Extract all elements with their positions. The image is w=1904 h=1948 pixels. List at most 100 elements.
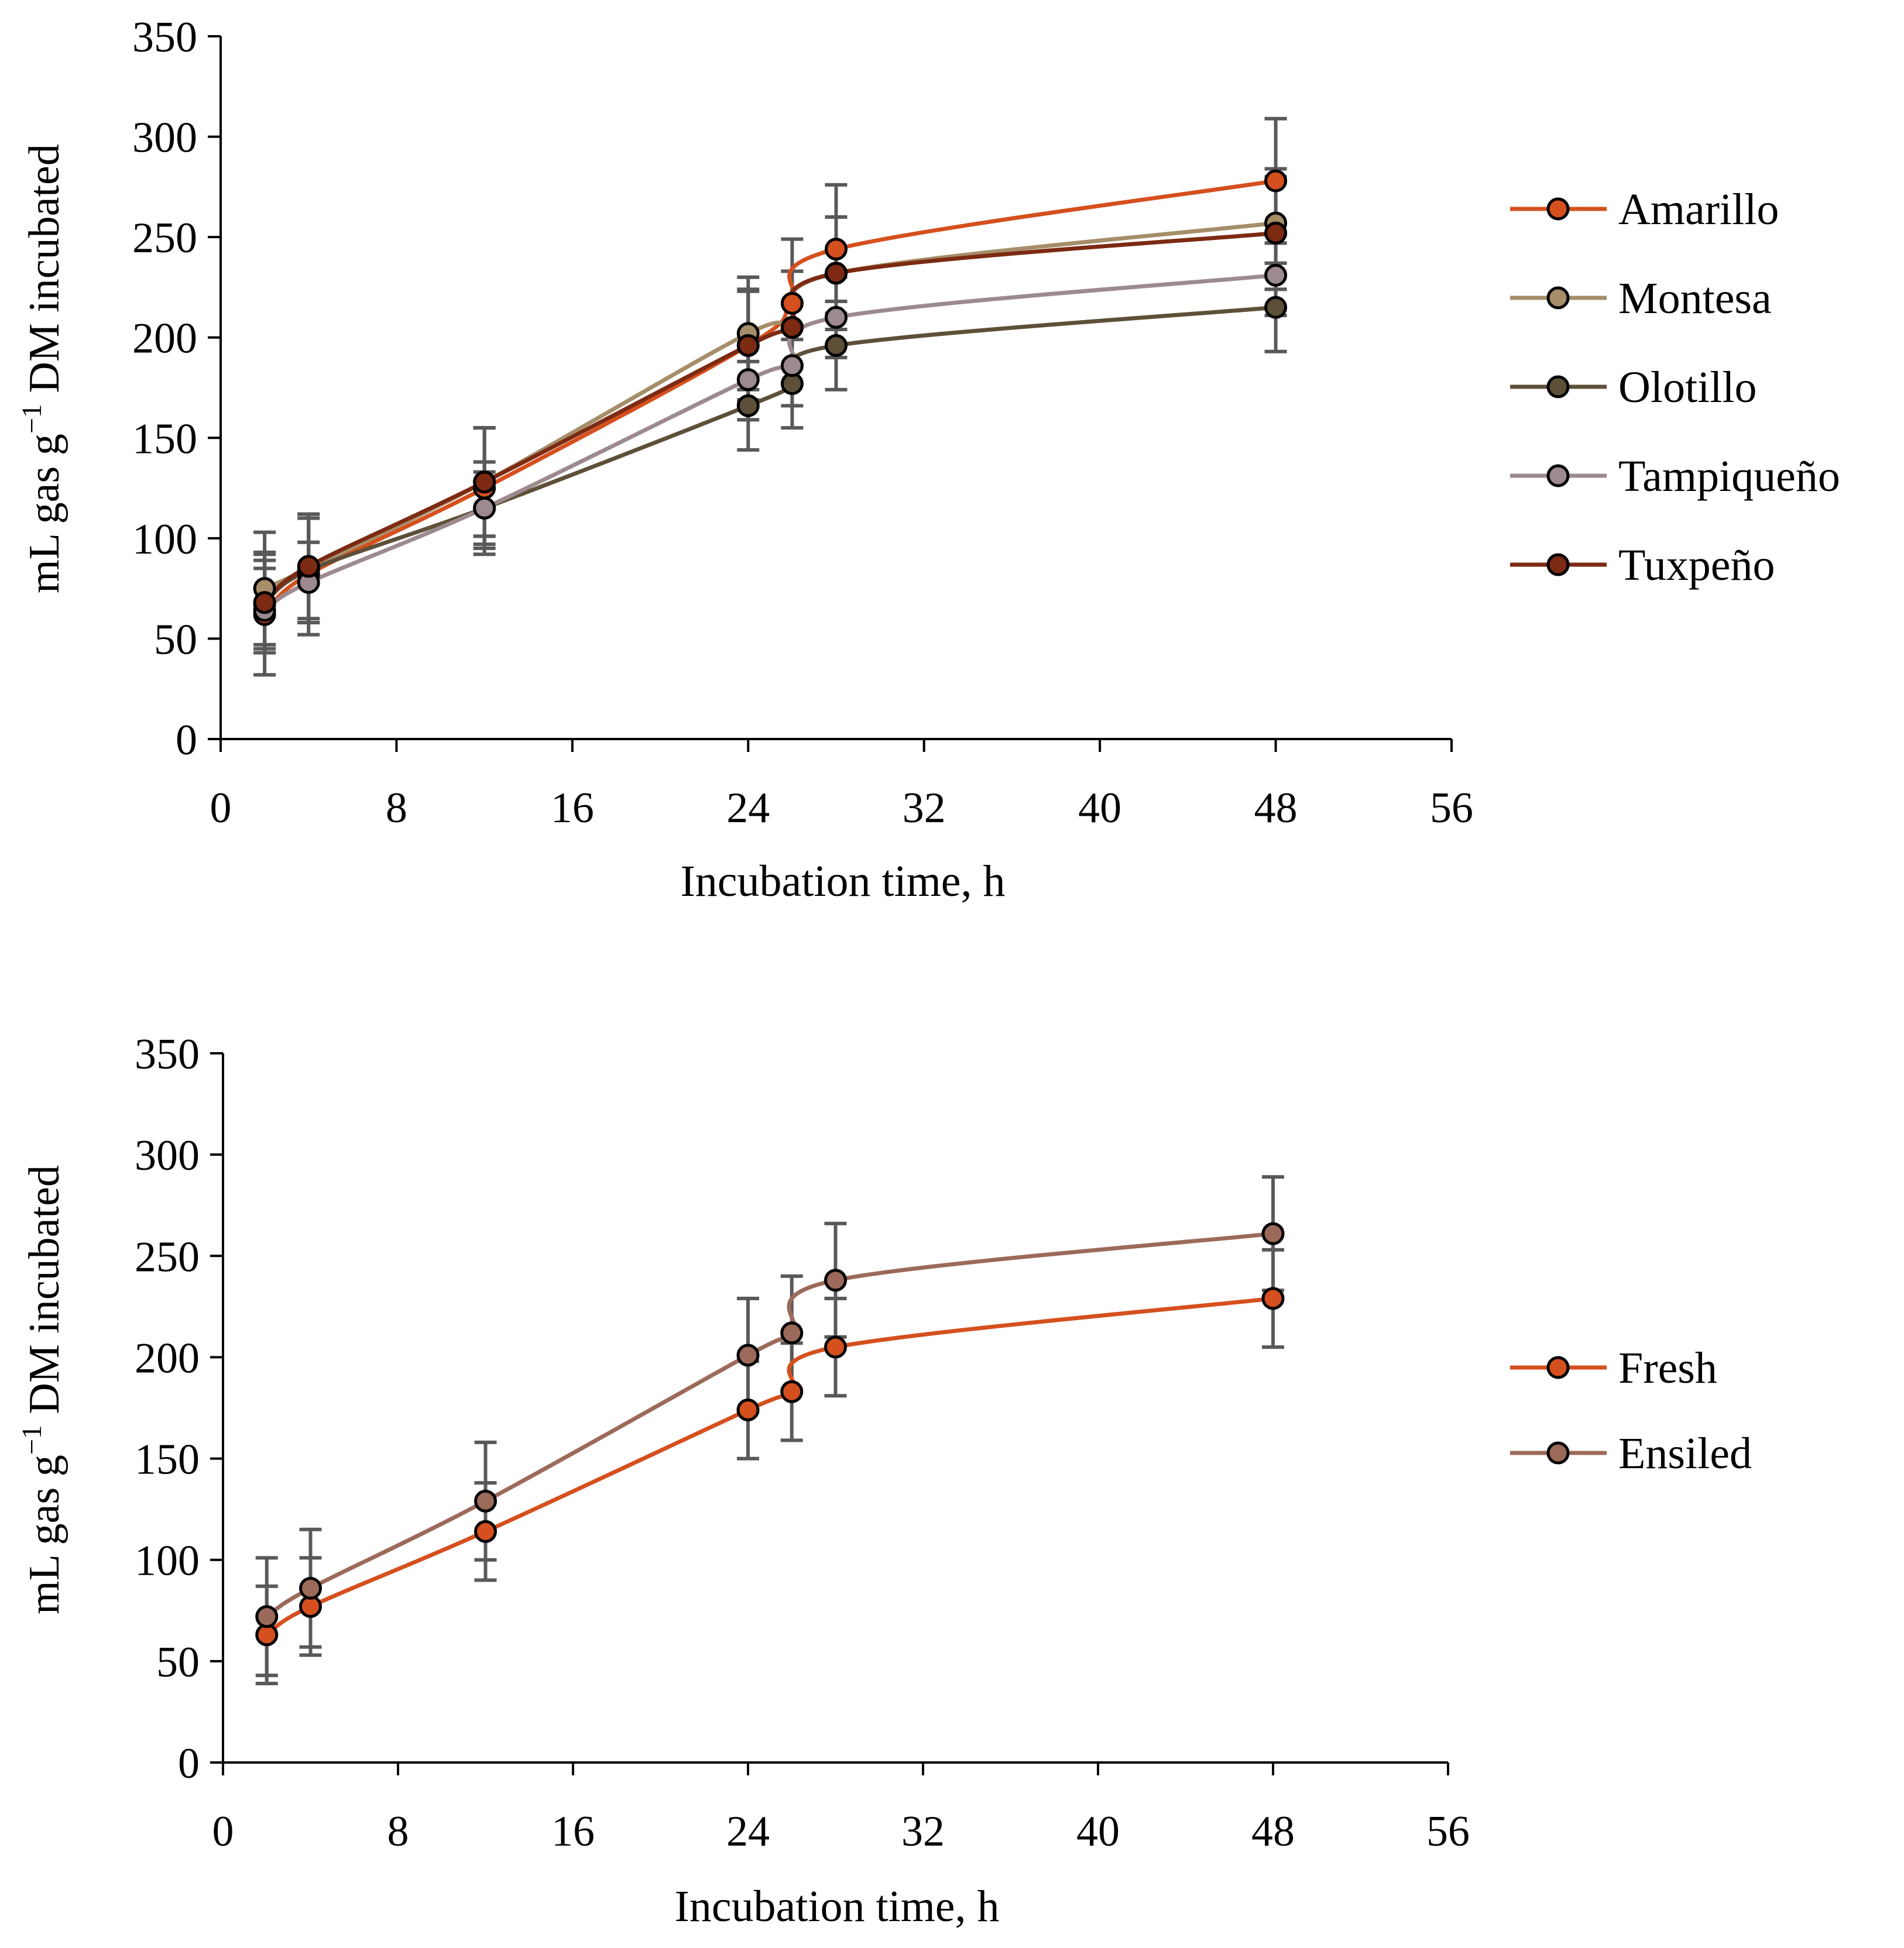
chart-bottom-data-point-ensiled	[824, 1269, 847, 1292]
chart-bottom-x-tick-label: 24	[726, 1808, 770, 1856]
chart-top-y-axis-label: mL gas g−1 DM incubated	[16, 144, 68, 593]
chart-bottom-x-tick-label: 48	[1251, 1808, 1295, 1856]
chart-top-x-tick-label: 40	[1078, 784, 1121, 832]
chart-top-y-axis-label-rest: DM incubated	[20, 144, 68, 404]
chart-bottom-x-tick-labels: 0 8 16 24 32 40 48 56	[212, 1808, 1470, 1856]
chart-top-legend: Amarillo Montesa Olotillo Tampiqueño Tuxpeño	[1510, 185, 1840, 590]
chart-top-data-point-tampiqueño	[1264, 263, 1288, 287]
chart-bottom-series	[255, 1175, 1285, 1685]
chart-top-data-point-tuxpeño	[297, 555, 320, 578]
chart-top-legend-label: Amarillo	[1618, 185, 1779, 234]
chart-top-data-point-amarillo	[1264, 169, 1288, 193]
chart-top-points	[253, 169, 1288, 626]
chart-top-data-point-olotillo	[1264, 296, 1288, 319]
chart-top-data-point-tampiqueño	[780, 354, 804, 377]
chart-bottom-y-tick-label: 300	[135, 1132, 200, 1180]
chart-top-y-tick-label: 50	[154, 616, 197, 664]
chart-bottom-legend-item-fresh: Fresh	[1510, 1344, 1717, 1393]
chart-bottom-x-tick-label: 0	[212, 1808, 234, 1856]
chart-bottom-y-axis-label-sup: −1	[16, 1425, 47, 1455]
chart-top-data-point-tampiqueño	[825, 305, 848, 329]
chart-top-y-axis-label-sup: −1	[16, 404, 47, 434]
chart-bottom-data-point-ensiled	[780, 1321, 804, 1345]
chart-top-legend-marker	[1546, 464, 1570, 487]
chart-top-series-line-olotillo	[263, 305, 1276, 606]
chart-bottom-axes	[210, 1052, 1449, 1775]
chart-bottom-y-tick-label: 100	[135, 1537, 200, 1585]
chart-top-legend-item-tampiqueño: Tampiqueño	[1510, 452, 1840, 501]
chart-bottom-data-point-ensiled	[299, 1576, 322, 1600]
chart-top-x-tick-labels: 0 8 16 24 32 40 48 56	[210, 784, 1474, 832]
chart-bottom-y-tick-label: 0	[178, 1740, 200, 1788]
chart-bottom-x-tick-label: 16	[551, 1808, 595, 1856]
chart-bottom-legend-label: Ensiled	[1618, 1429, 1752, 1478]
chart-top-legend-label: Tampiqueño	[1618, 452, 1840, 501]
chart-top-data-point-tampiqueño	[473, 496, 496, 520]
chart-top-data-point-tuxpeño	[1264, 221, 1288, 245]
chart-top-legend-item-amarillo: Amarillo	[1510, 185, 1779, 234]
chart-top-y-tick-label: 350	[132, 13, 197, 61]
chart-top-y-axis-label-main: mL gas g	[20, 434, 68, 593]
chart-top-legend-marker	[1546, 286, 1570, 310]
chart-top-data-point-olotillo	[736, 394, 760, 417]
chart-bottom-series-line-ensiled	[265, 1231, 1274, 1619]
chart-bottom-series-line-fresh	[265, 1296, 1274, 1637]
chart-top-data-point-olotillo	[825, 334, 848, 357]
chart-top-data-point-tuxpeño	[736, 334, 760, 357]
chart-top-x-tick-label: 48	[1254, 784, 1298, 832]
chart-top-y-tick-label: 100	[132, 516, 197, 564]
chart-top-legend-item-tuxpeño: Tuxpeño	[1510, 541, 1775, 590]
chart-top-legend-marker	[1546, 197, 1570, 221]
chart-bottom-y-tick-label: 200	[135, 1334, 200, 1382]
chart-bottom-legend-item-ensiled: Ensiled	[1510, 1429, 1752, 1478]
chart-bottom-y-axis-label-rest: DM incubated	[20, 1165, 68, 1425]
chart-bottom-data-point-fresh	[780, 1380, 804, 1403]
chart-top-data-point-tuxpeño	[825, 262, 848, 285]
chart-bottom: 0 50 100 150 200 250 300 350 0 8 16 24 32 40 48 56 Inc…	[16, 1030, 1752, 1931]
chart-top-x-tick-label: 32	[903, 784, 946, 832]
chart-bottom-y-axis-label: mL gas g−1 DM incubated	[16, 1165, 68, 1614]
chart-bottom-y-tick-label: 350	[135, 1030, 200, 1078]
chart-top-series-line-tuxpeño	[263, 231, 1276, 604]
chart-top-legend-label: Tuxpeño	[1618, 541, 1775, 590]
chart-bottom-y-tick-labels: 0 50 100 150 200 250 300 350	[135, 1030, 200, 1788]
chart-bottom-points	[255, 1222, 1285, 1647]
chart-top: 0 50 100 150 200 250 300 350 0 8 16 24 32 40 48 56 Inc…	[16, 13, 1840, 906]
chart-top-data-point-tuxpeño	[253, 591, 276, 614]
chart-top-y-tick-label: 0	[176, 716, 197, 764]
chart-top-legend-marker	[1546, 375, 1570, 398]
chart-top-legend-label: Olotillo	[1618, 363, 1757, 412]
chart-top-x-tick-label: 8	[386, 784, 407, 832]
chart-bottom-y-tick-label: 150	[135, 1436, 200, 1484]
chart-top-series-line-montesa	[263, 221, 1276, 590]
chart-top-data-point-tuxpeño	[473, 470, 496, 494]
chart-bottom-data-point-fresh	[736, 1398, 760, 1421]
chart-bottom-data-point-fresh	[1261, 1287, 1285, 1310]
chart-top-data-point-tampiqueño	[736, 368, 760, 391]
chart-bottom-y-axis-label-main: mL gas g	[20, 1455, 68, 1614]
chart-bottom-x-tick-label: 56	[1426, 1808, 1470, 1856]
chart-bottom-x-tick-label: 8	[387, 1808, 409, 1856]
chart-top-series-line-tampiqueño	[263, 273, 1276, 613]
chart-top-series-line-amarillo	[263, 178, 1277, 616]
chart-top-legend-item-montesa: Montesa	[1510, 274, 1772, 323]
chart-top-x-tick-label: 0	[210, 784, 232, 832]
chart-bottom-legend-marker	[1546, 1441, 1570, 1465]
chart-bottom-data-point-ensiled	[736, 1344, 760, 1367]
chart-top-axes	[208, 35, 1453, 752]
chart-top-x-axis-label: Incubation time, h	[680, 857, 1005, 906]
chart-top-y-tick-labels: 0 50 100 150 200 250 300 350	[132, 13, 197, 764]
chart-bottom-data-point-ensiled	[474, 1489, 497, 1513]
chart-bottom-y-tick-label: 50	[156, 1638, 200, 1686]
chart-top-x-tick-label: 16	[551, 784, 594, 832]
chart-top-y-tick-label: 250	[132, 214, 197, 262]
chart-bottom-x-axis-label: Incubation time, h	[674, 1882, 999, 1931]
chart-top-legend-label: Montesa	[1618, 274, 1772, 323]
chart-bottom-data-point-fresh	[474, 1520, 497, 1543]
chart-bottom-legend: Fresh Ensiled	[1510, 1344, 1752, 1478]
chart-bottom-data-point-fresh	[824, 1335, 847, 1359]
chart-top-legend-item-olotillo: Olotillo	[1510, 363, 1757, 412]
chart-bottom-data-point-ensiled	[255, 1605, 279, 1629]
chart-bottom-data-point-ensiled	[1261, 1222, 1285, 1245]
